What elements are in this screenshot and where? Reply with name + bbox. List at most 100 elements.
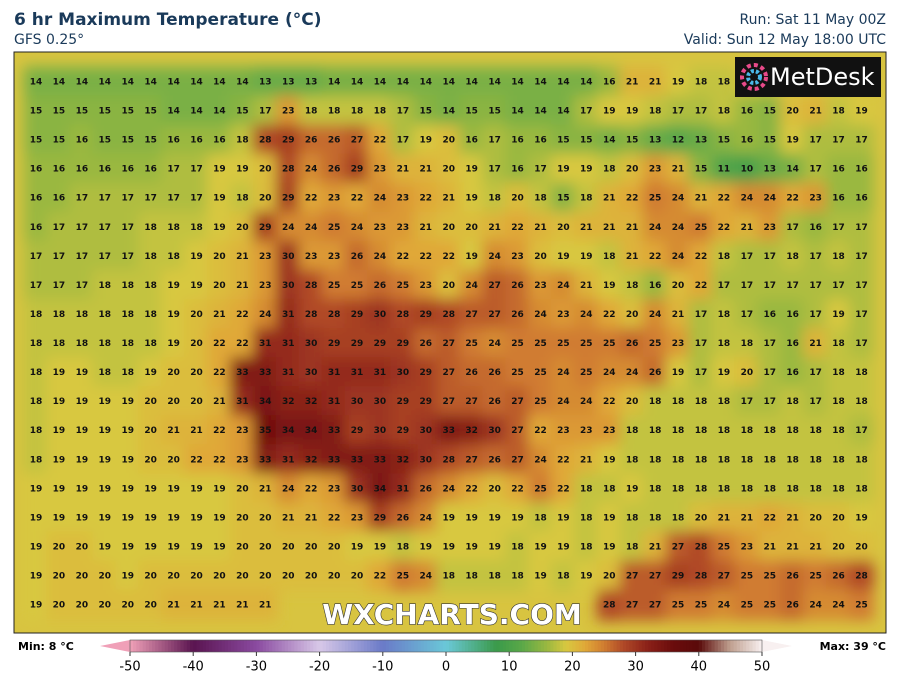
temperature-value: 17 <box>76 223 89 233</box>
temperature-value: 22 <box>213 426 226 436</box>
temperature-cell <box>413 328 439 360</box>
temperature-cell <box>757 153 783 185</box>
run-time: Run: Sat 11 May 00Z <box>740 12 886 28</box>
temperature-value: 22 <box>603 310 616 320</box>
temperature-value: 19 <box>213 542 226 552</box>
temperature-value: 19 <box>603 107 616 117</box>
colorbar-segment <box>670 640 675 652</box>
colorbar-segment <box>303 640 308 652</box>
temperature-cell <box>803 560 829 592</box>
temperature-cell <box>184 153 209 185</box>
temperature-cell <box>780 153 806 185</box>
colorbar-segment <box>553 640 558 652</box>
temperature-cell <box>252 95 278 127</box>
colorbar-segment <box>651 640 656 652</box>
temperature-value: 19 <box>53 397 66 407</box>
temperature-value: 20 <box>282 542 295 552</box>
temperature-value: 20 <box>144 397 157 407</box>
temperature-value: 15 <box>30 107 43 117</box>
temperature-cell <box>642 124 668 156</box>
temperature-value: 17 <box>53 281 66 291</box>
temperature-cell <box>298 386 324 418</box>
temperature-value: 18 <box>832 484 845 494</box>
temperature-value: 18 <box>626 426 639 436</box>
temperature-cell <box>252 124 278 156</box>
temperature-value: 20 <box>511 194 524 204</box>
temperature-cell <box>298 357 324 389</box>
temperature-value: 13 <box>763 165 776 175</box>
temperature-cell <box>252 357 278 389</box>
temperature-value: 22 <box>557 455 570 465</box>
temperature-cell <box>413 502 439 534</box>
temperature-value: 22 <box>718 223 731 233</box>
colorbar-segment <box>613 640 618 652</box>
colorbar-segment <box>265 640 270 652</box>
temperature-cell <box>252 589 278 621</box>
temperature-cell <box>321 415 347 447</box>
temperature-value: 18 <box>855 397 868 407</box>
colorbar-segment <box>581 640 586 652</box>
temperature-cell <box>436 298 462 331</box>
temperature-value: 27 <box>511 397 524 407</box>
temperature-cell <box>642 328 668 360</box>
colorbar-segment <box>205 640 210 652</box>
colorbar-segment <box>414 640 419 652</box>
temperature-cell <box>184 240 209 272</box>
temperature-cell <box>23 444 49 476</box>
temperature-cell <box>206 95 232 127</box>
colorbar-segment <box>294 640 299 652</box>
temperature-value: 21 <box>809 339 822 349</box>
temperature-value: 18 <box>534 194 547 204</box>
temperature-value: 28 <box>259 136 272 146</box>
temperature-value: 29 <box>672 572 685 582</box>
temperature-value: 17 <box>809 136 822 146</box>
temperature-value: 21 <box>190 601 203 611</box>
temperature-value: 30 <box>305 339 318 349</box>
temperature-cell <box>505 298 530 331</box>
temperature-value: 25 <box>511 339 524 349</box>
temperature-value: 31 <box>328 368 341 378</box>
temperature-value: 19 <box>167 513 180 523</box>
temperature-value: 21 <box>786 513 799 523</box>
temperature-value: 22 <box>786 194 799 204</box>
temperature-cell <box>527 328 553 360</box>
temperature-cell <box>390 240 416 272</box>
colorbar-segment <box>284 640 289 652</box>
colorbar-segment <box>367 640 371 652</box>
temperature-cell <box>69 328 95 360</box>
temperature-value: 22 <box>236 310 249 320</box>
temperature-cell <box>803 211 829 243</box>
temperature-value: 18 <box>695 455 708 465</box>
temperature-cell <box>780 269 806 301</box>
temperature-cell <box>619 66 645 98</box>
temperature-cell <box>734 211 760 243</box>
temperature-cell <box>46 240 72 272</box>
temperature-cell <box>527 153 553 185</box>
temperature-value: 23 <box>259 281 272 291</box>
temperature-cell <box>206 502 232 534</box>
colorbar-segment <box>256 640 261 652</box>
temperature-value: 18 <box>76 310 89 320</box>
temperature-cell <box>780 531 806 563</box>
temperature-value: 24 <box>832 601 845 611</box>
colorbar-segment <box>487 640 491 652</box>
temperature-value: 14 <box>167 78 180 88</box>
temperature-cell <box>665 182 691 214</box>
temperature-cell <box>23 328 49 360</box>
colorbar-segment <box>291 640 295 652</box>
temperature-cell <box>321 95 347 127</box>
temperature-cell <box>459 211 485 243</box>
temperature-cell <box>642 153 668 185</box>
temperature-cell <box>367 240 393 272</box>
temperature-cell <box>275 269 301 301</box>
temperature-cell <box>161 124 187 156</box>
temperature-value: 18 <box>626 455 639 465</box>
temperature-value: 22 <box>374 572 387 582</box>
temperature-value: 18 <box>442 572 455 582</box>
temperature-cell <box>298 298 324 331</box>
temperature-cell <box>711 66 737 98</box>
temperature-value: 18 <box>672 484 685 494</box>
temperature-value: 14 <box>557 107 570 117</box>
temperature-value: 17 <box>695 107 708 117</box>
temperature-value: 21 <box>167 601 180 611</box>
